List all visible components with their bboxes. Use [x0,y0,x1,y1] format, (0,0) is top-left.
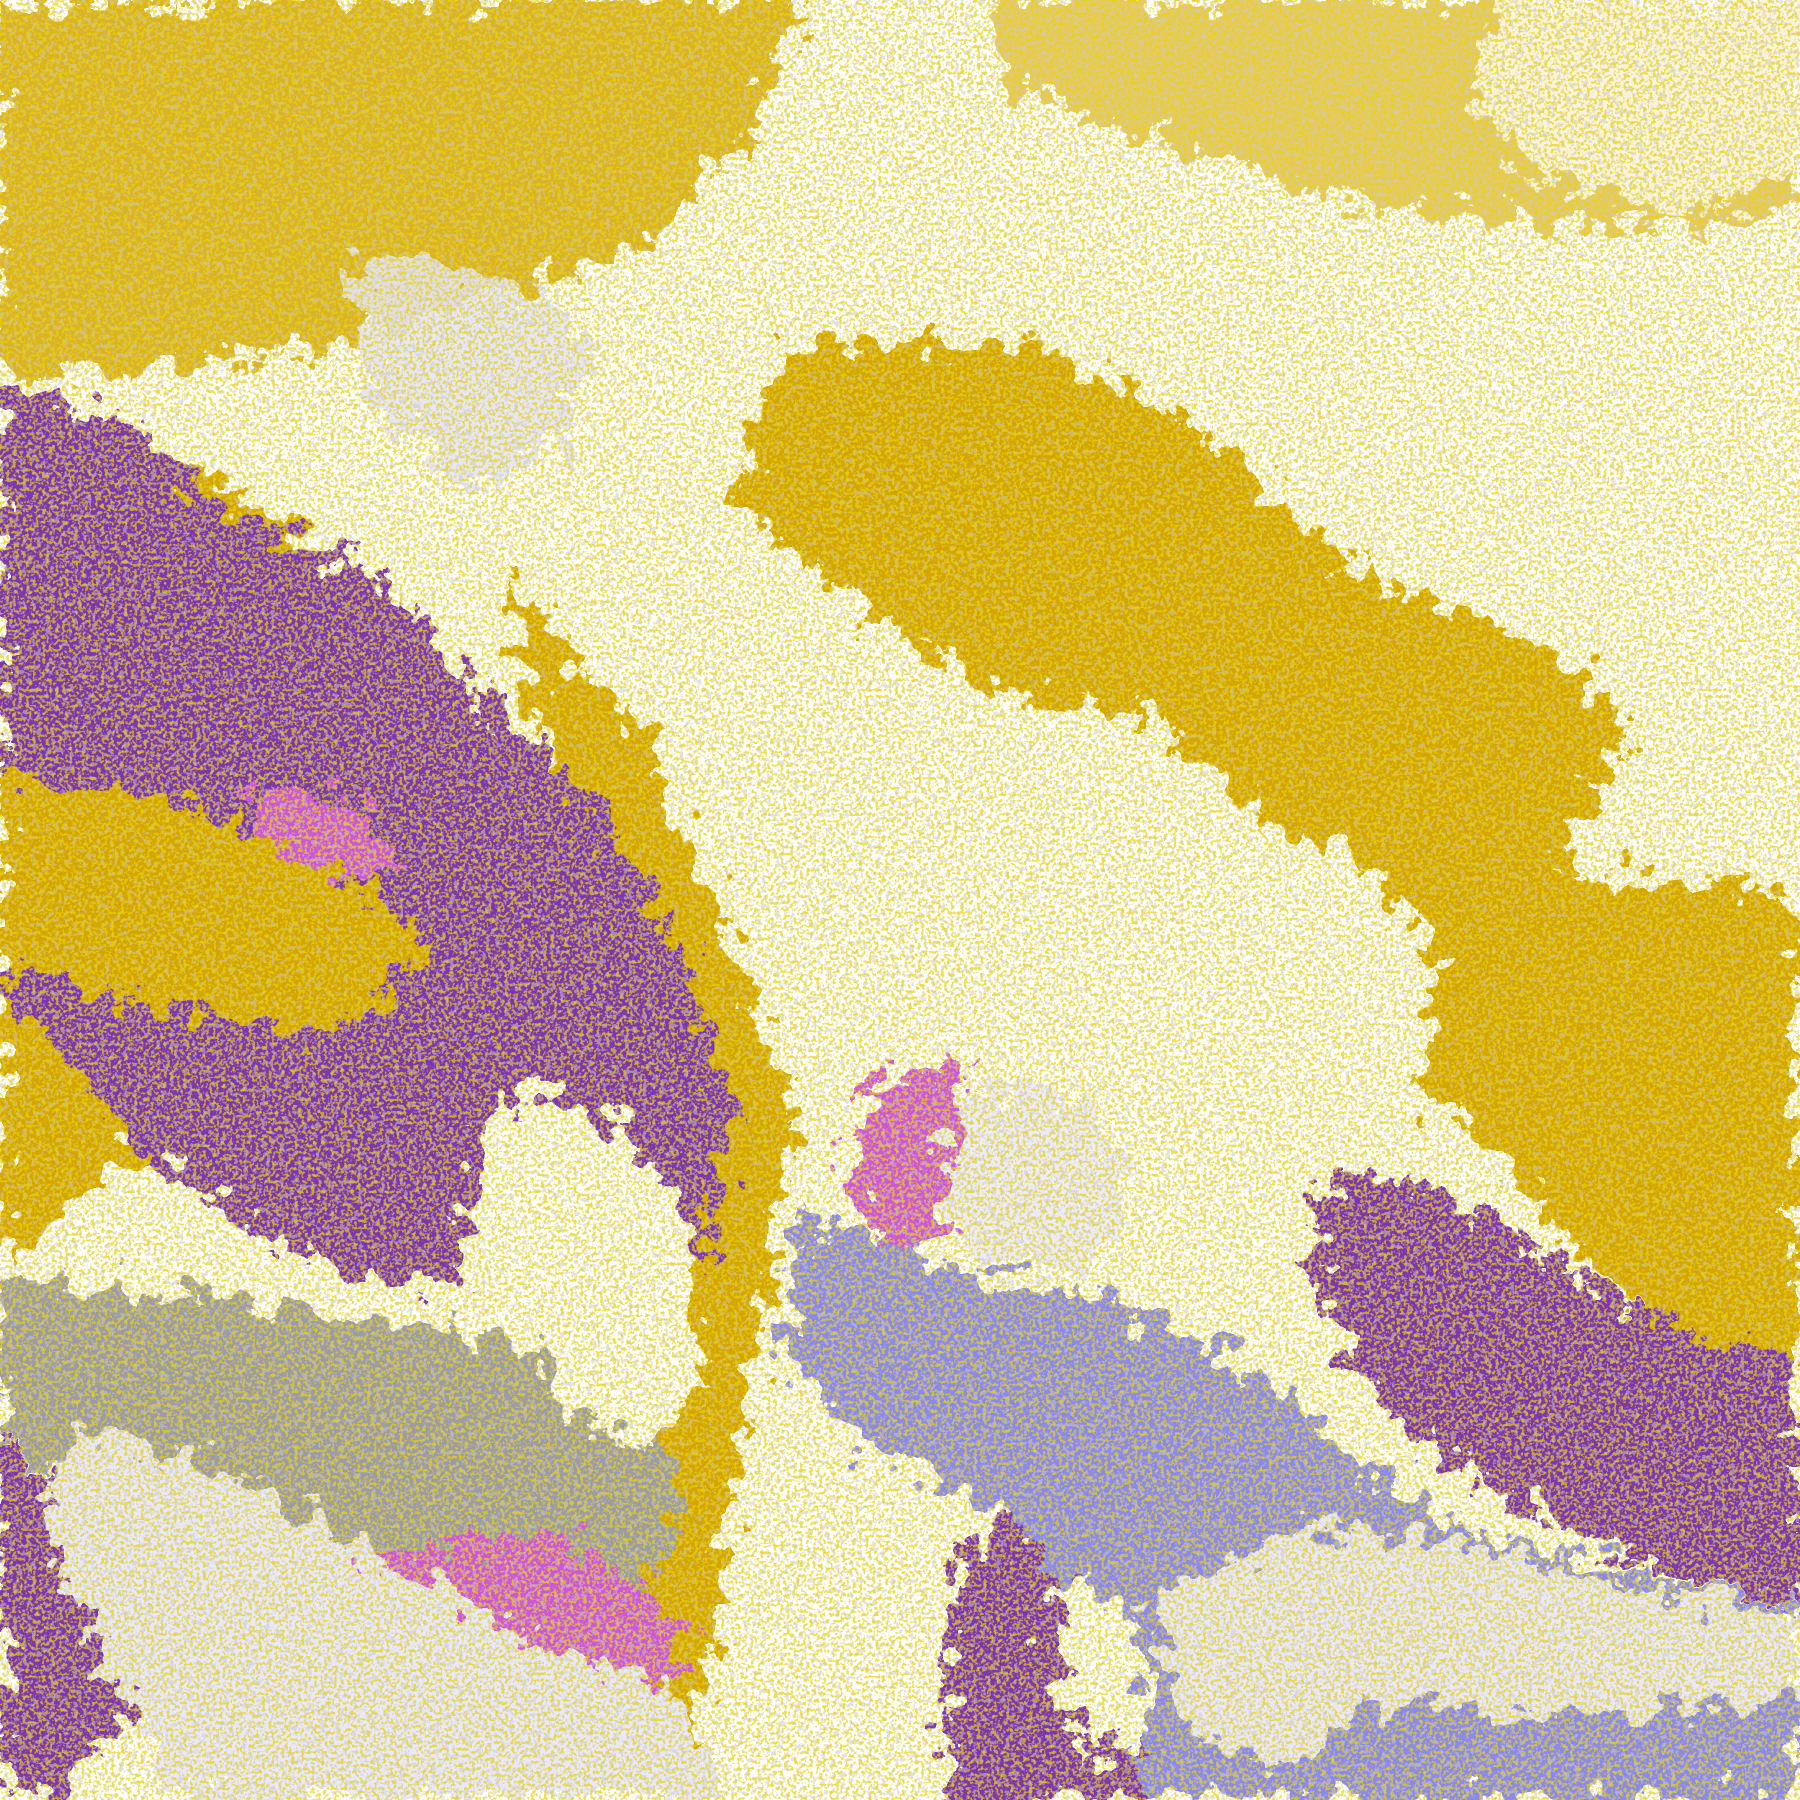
satellite-image [0,0,1800,1800]
body [0,0,1800,1800]
page: {} html, body { margin: 0; padding: 0; w… [0,0,1800,1800]
gold-texture [0,0,1800,1800]
